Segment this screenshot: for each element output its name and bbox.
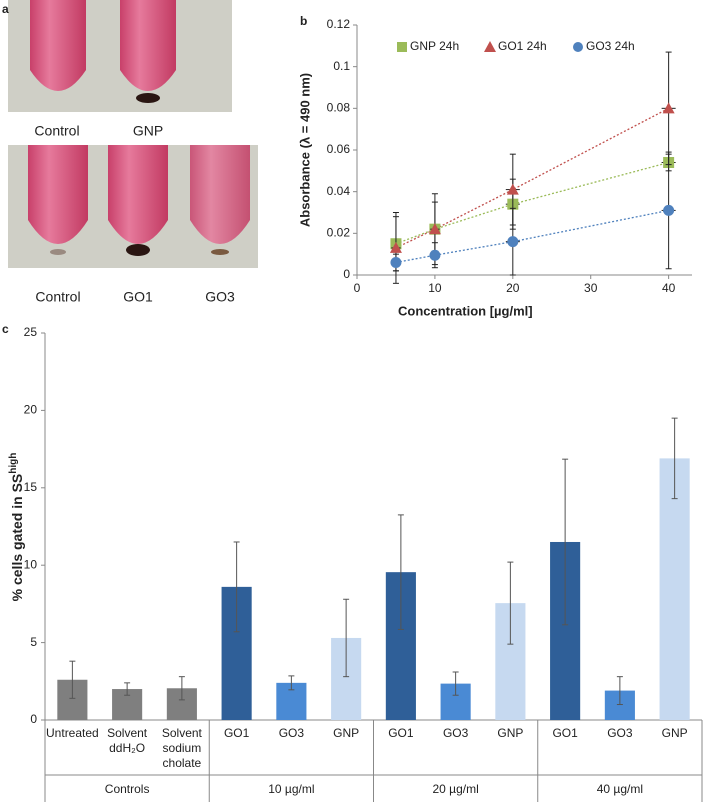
y-tick-label: 0.02 (327, 226, 351, 240)
group-label: 10 µg/ml (268, 782, 314, 796)
y-tick-label: 0.1 (333, 59, 350, 73)
x-tick-label: ddH₂O (109, 741, 145, 755)
caption: GO1 (123, 289, 153, 305)
y-tick-label: 0 (343, 267, 350, 281)
x-tick-label: GNP (662, 726, 688, 740)
legend-label: GNP 24h (410, 39, 459, 53)
x-tick-label: Solvent (162, 726, 203, 740)
y-label-text: % cells gated in SS (9, 474, 25, 602)
y-tick-label: 0.04 (327, 184, 351, 198)
x-tick-label: GO1 (388, 726, 414, 740)
marker (429, 249, 441, 261)
legend-marker (484, 41, 496, 52)
trend-line (395, 107, 669, 249)
caption: GO3 (205, 289, 235, 305)
x-tick-label: GO3 (279, 726, 305, 740)
y-tick-label: 0.08 (327, 101, 351, 115)
y-label-sup: high (8, 453, 19, 474)
x-tick-label: 30 (584, 281, 598, 295)
y-tick-label: 5 (30, 635, 37, 649)
marker (507, 236, 519, 248)
y-axis-label: % cells gated in SShigh (8, 453, 25, 602)
x-tick-label: Solvent (107, 726, 148, 740)
panel-label: c (2, 322, 9, 336)
y-tick-label: 20 (24, 403, 38, 417)
x-tick-label: 40 (662, 281, 676, 295)
x-tick-label: GNP (333, 726, 359, 740)
y-tick-label: 25 (24, 325, 38, 339)
marker (428, 223, 441, 235)
x-tick-label: Untreated (46, 726, 99, 740)
x-tick-label: 20 (506, 281, 520, 295)
x-axis-label: Concentration [µg/ml] (398, 303, 533, 318)
marker (390, 257, 402, 268)
legend-marker (573, 42, 583, 52)
trend-line (395, 161, 669, 245)
caption: GNP (133, 123, 163, 139)
x-tick-label: GNP (497, 726, 523, 740)
y-axis-label: Absorbance (λ = 490 nm) (297, 73, 312, 227)
panel-label: a (2, 2, 9, 16)
x-tick-label: GO3 (443, 726, 469, 740)
marker (663, 204, 675, 216)
caption: Control (35, 289, 80, 305)
x-tick-label: sodium (163, 741, 202, 755)
x-tick-label: 10 (428, 281, 442, 295)
caption: Control (34, 123, 79, 139)
legend-label: GO1 24h (498, 39, 547, 53)
bar (659, 458, 690, 720)
y-tick-label: 0.06 (327, 142, 351, 156)
marker (389, 241, 402, 253)
group-label: Controls (105, 782, 150, 796)
photo-a: a Control GNP Control GO1 GO3 (2, 0, 258, 305)
x-tick-label: GO1 (552, 726, 578, 740)
panel-label: b (300, 14, 307, 28)
legend-label: GO3 24h (586, 39, 635, 53)
x-tick-label: GO1 (224, 726, 250, 740)
marker (506, 183, 519, 195)
x-tick-label: cholate (163, 756, 202, 770)
y-tick-label: 0.12 (327, 17, 351, 31)
group-label: 20 µg/ml (432, 782, 478, 796)
group-label: 40 µg/ml (597, 782, 643, 796)
y-tick-label: 15 (24, 480, 38, 494)
y-tick-label: 10 (24, 557, 38, 571)
x-tick-label: 0 (354, 281, 361, 295)
y-tick-label: 0 (30, 712, 37, 726)
legend-marker (397, 42, 407, 52)
marker (662, 102, 675, 114)
x-tick-label: GO3 (607, 726, 633, 740)
